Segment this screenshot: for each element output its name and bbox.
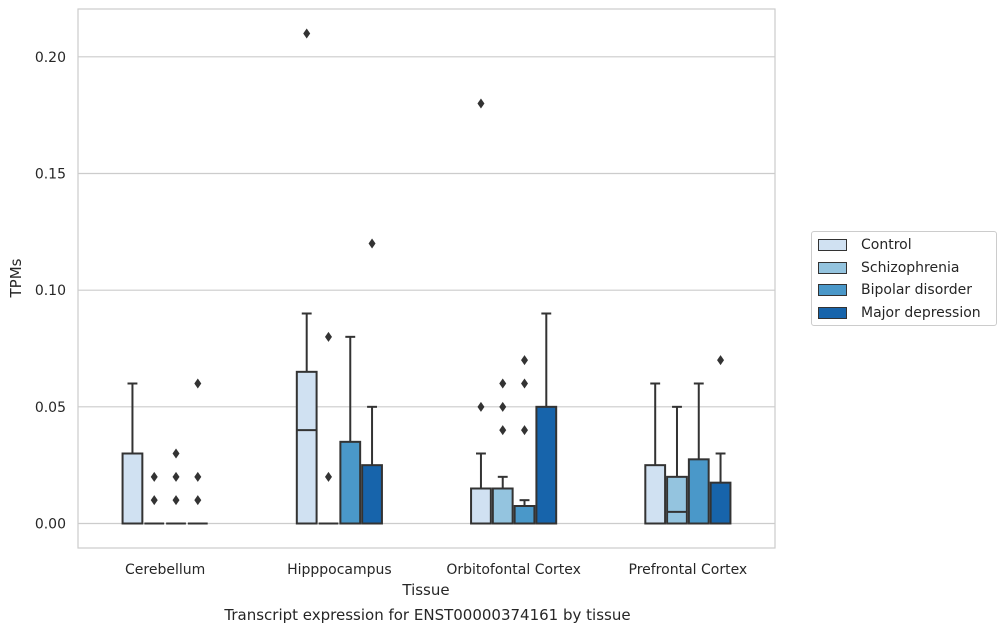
box <box>470 98 492 525</box>
box <box>361 238 383 525</box>
x-tick-label: Cerebellum <box>125 562 205 578</box>
y-tick-label: 0.05 <box>35 400 66 416</box>
outlier-point <box>172 495 180 506</box>
outlier-point <box>521 378 529 389</box>
x-axis-label: Tissue <box>401 581 449 599</box>
box <box>687 382 710 525</box>
series-control <box>121 28 667 525</box>
box-body <box>535 405 558 525</box>
legend-item: Major depression <box>818 303 981 323</box>
box-body <box>361 464 383 525</box>
outlier-point <box>194 495 202 506</box>
legend-label: Schizophrenia <box>861 259 960 276</box>
box-body <box>687 458 710 525</box>
x-tick-label: Orbitofontal Cortex <box>446 562 581 578</box>
chart-title: Transcript expression for ENST0000037416… <box>224 606 631 624</box>
box-body <box>470 487 492 525</box>
outlier-point <box>521 425 529 436</box>
outlier-point <box>303 28 311 39</box>
box <box>709 355 732 525</box>
legend-swatch <box>818 306 847 319</box>
box <box>666 405 688 525</box>
outlier-point <box>717 355 725 366</box>
legend-item: Schizophrenia <box>818 258 959 278</box>
x-axis-ticks: Cerebellum Hipppocampus Orbitofontal Corte… <box>125 562 747 578</box>
box <box>513 355 536 525</box>
legend-swatch <box>818 239 847 251</box>
legend-swatch <box>818 261 847 274</box>
box-body <box>513 505 536 525</box>
legend-label: Control <box>861 237 912 253</box>
box <box>644 382 667 525</box>
y-axis-ticks: 0.00 0.05 0.10 0.15 0.20 <box>35 50 66 533</box>
x-tick-label: Prefrontal Cortex <box>629 562 748 578</box>
series-bipolar-disorder <box>166 335 710 525</box>
outlier-point <box>324 471 332 482</box>
legend-item: Bipolar disorder <box>818 280 972 300</box>
outlier-point <box>368 238 376 249</box>
box <box>121 382 144 525</box>
plot-area-frame <box>77 8 776 549</box>
outlier-point <box>150 471 158 482</box>
box <box>339 335 362 525</box>
box <box>491 378 514 525</box>
box <box>166 448 186 525</box>
box-body <box>666 475 688 525</box>
outlier-point <box>150 495 158 506</box>
legend-swatch <box>818 284 847 296</box>
box <box>295 28 318 525</box>
outlier-point <box>499 401 507 412</box>
legend-item: Control <box>818 235 912 255</box>
box-body <box>644 464 667 525</box>
legend-label: Bipolar disorder <box>861 282 973 298</box>
outlier-point <box>172 448 180 459</box>
outlier-point <box>194 471 202 482</box>
y-tick-label: 0.10 <box>35 283 66 299</box>
box-body <box>491 487 514 525</box>
outlier-point <box>324 331 332 342</box>
box-body <box>295 370 318 525</box>
gridlines <box>78 56 775 525</box>
box-body <box>709 481 732 525</box>
box <box>318 331 339 525</box>
outlier-point <box>477 98 485 109</box>
series-schizophrenia <box>144 331 688 525</box>
outlier-point <box>499 425 507 436</box>
box <box>535 312 558 525</box>
box-series <box>121 28 732 525</box>
outlier-point <box>499 378 507 389</box>
y-tick-label: 0.20 <box>35 50 66 66</box>
series-major-depression <box>187 238 732 525</box>
legend-label: Major depression <box>861 304 981 321</box>
outlier-point <box>521 355 529 366</box>
outlier-point <box>477 401 485 412</box>
box <box>187 378 208 525</box>
legend: Control Schizophrenia Bipolar disorder Majo… <box>811 231 997 326</box>
y-tick-label: 0.00 <box>35 517 66 533</box>
box-body <box>339 440 362 525</box>
y-tick-label: 0.15 <box>35 167 66 183</box>
outlier-point <box>172 471 180 482</box>
box <box>144 471 165 525</box>
y-axis-label: TPMs <box>7 258 25 298</box>
outlier-point <box>194 378 202 389</box>
x-tick-label: Hipppocampus <box>287 562 392 578</box>
box-body <box>121 452 144 525</box>
